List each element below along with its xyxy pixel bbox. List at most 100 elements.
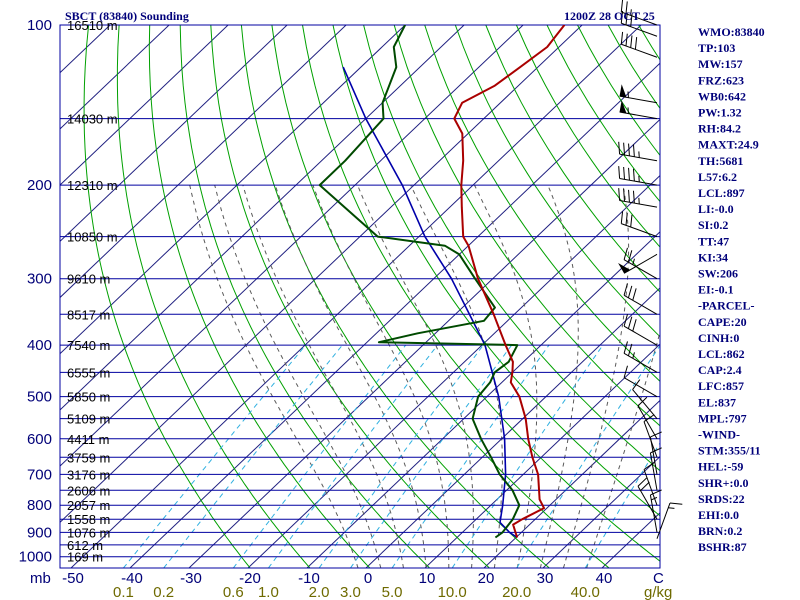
temperature-tick-label: 30 [537, 570, 554, 587]
pressure-tick-label: 700 [27, 466, 52, 483]
index-value: -PARCEL- [698, 299, 754, 313]
wind-barb [623, 341, 658, 373]
isotherm-line [483, 399, 660, 568]
temperature-tick-label: -20 [239, 570, 261, 587]
isotherm-line [60, 25, 406, 355]
wind-barbs [618, 0, 683, 539]
index-value: LI:-0.0 [698, 202, 734, 216]
mixing-ratio-tick-label: 20.0 [502, 584, 531, 600]
height-label: 6555 m [67, 365, 110, 380]
moist-adiabat-line [312, 184, 450, 568]
index-value: EI:-0.1 [698, 283, 734, 297]
mixing-ratio-tick-label: 0.2 [153, 584, 174, 600]
parcel-path-line [342, 66, 518, 539]
dry-adiabat-line [240, 25, 550, 568]
height-label: 7540 m [67, 338, 110, 353]
dry-adiabat-line [302, 25, 660, 562]
isotherm-line [129, 62, 660, 568]
moist-adiabat-line [586, 330, 660, 568]
wind-barb [619, 100, 658, 120]
dewpoint-profile-line [318, 25, 521, 539]
pressure-tick-label: 600 [27, 431, 52, 448]
height-label: 1558 m [67, 512, 110, 527]
height-label: 8517 m [67, 307, 110, 322]
isotherm-line [306, 231, 660, 568]
index-value: FRZ:623 [698, 73, 744, 87]
index-value: SI:0.2 [698, 218, 728, 232]
pressure-tick-label: 1000 [19, 549, 52, 566]
moist-adiabat-line [189, 184, 359, 568]
mixing-ratio-line [350, 344, 513, 568]
wind-barb [623, 314, 658, 346]
height-label: 14030 m [67, 112, 118, 127]
mixing-ratio-line [163, 344, 343, 568]
pressure-tick-label: 800 [27, 497, 52, 514]
index-value: PW:1.32 [698, 106, 742, 120]
index-value: LFC:857 [698, 379, 744, 393]
index-value: SHR+:0.0 [698, 476, 749, 490]
wind-barb [620, 211, 658, 238]
index-value: -WIND- [698, 428, 740, 442]
height-label: 9610 m [67, 272, 110, 287]
index-value: HEL:-59 [698, 460, 743, 474]
temperature-tick-label: 10 [419, 570, 436, 587]
mixing-ratio-tick-label: 0.1 [113, 584, 134, 600]
temperature-unit-label: C [653, 570, 664, 587]
pressure-tick-label: 300 [27, 271, 52, 288]
dry-adiabat-line [546, 25, 660, 203]
height-label: 169 m [67, 550, 103, 565]
index-value: WB0:642 [698, 89, 746, 103]
sounding-datetime: 1200Z 28 OCT 25 [564, 9, 655, 23]
isotherm-line [60, 25, 347, 299]
mixing-ratio-line [584, 442, 660, 568]
mixing-ratio-tick-label: 40.0 [571, 584, 600, 600]
index-value: TH:5681 [698, 154, 743, 168]
dry-adiabat-line [83, 25, 251, 568]
index-value: EL:837 [698, 395, 736, 409]
wind-barb [618, 253, 658, 274]
index-value: MPL:797 [698, 411, 747, 425]
isotherm-line [424, 343, 660, 568]
mixing-ratio-tick-label: 5.0 [382, 584, 403, 600]
index-value: BSHR:87 [698, 540, 747, 554]
mixing-ratio-line [318, 344, 484, 568]
index-value: SRDS:22 [698, 492, 745, 506]
index-value: WMO:83840 [698, 25, 765, 39]
dry-adiabat-line [454, 25, 660, 338]
pressure-unit-label: mb [30, 570, 51, 587]
dry-adiabat-line [210, 25, 490, 568]
isotherm-line [247, 174, 660, 568]
wind-barb [649, 447, 662, 491]
index-value: TP:103 [698, 41, 735, 55]
wind-barb [619, 84, 658, 104]
mixing-ratio-line [123, 344, 306, 568]
index-value: CAPE:20 [698, 315, 747, 329]
index-value: SW:206 [698, 267, 738, 281]
index-value: CAP:2.4 [698, 363, 742, 377]
moist-adiabat-line [474, 184, 538, 568]
wind-barb [623, 365, 658, 398]
moist-adiabat-line [562, 185, 630, 568]
mixing-ratio-line [267, 344, 438, 568]
stability-indices-panel: WMO:83840 TP:103 MW:157 FRZ:623 WB0:642 PW:1.… [698, 25, 765, 554]
height-label: 3759 m [67, 450, 110, 465]
isotherm-line [60, 25, 288, 242]
isotherm-line [60, 25, 524, 467]
dry-adiabat-line [148, 25, 371, 568]
index-value: KI:34 [698, 250, 728, 264]
isotherm-line [60, 25, 583, 523]
temperature-tick-label: -30 [180, 570, 202, 587]
temperature-tick-label: 0 [364, 570, 372, 587]
temperature-profile-line [453, 25, 566, 538]
station-title: SBCT (83840) Sounding [65, 9, 189, 23]
moist-adiabat-line [357, 184, 474, 568]
isotherm-line [542, 455, 660, 568]
wind-barb [618, 141, 658, 162]
index-value: RH:84.2 [698, 122, 741, 136]
isotherm-line [188, 118, 660, 568]
mixing-ratio-line [451, 344, 604, 568]
index-value: STM:355/11 [698, 444, 761, 458]
isotherm-line [60, 25, 229, 186]
